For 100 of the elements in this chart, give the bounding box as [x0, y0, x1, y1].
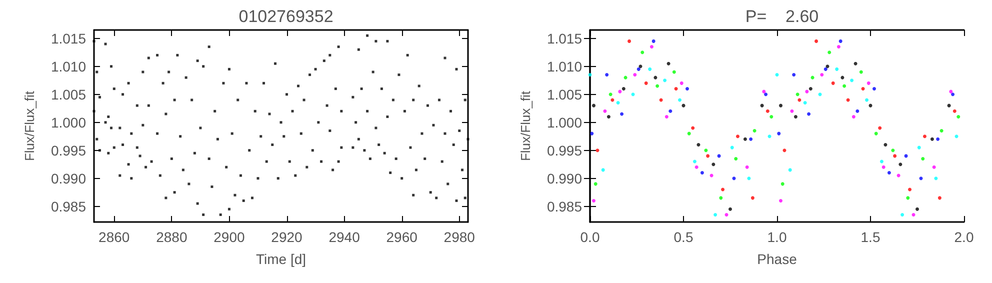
y-tick-label: 0.990: [50, 170, 86, 186]
point: [856, 109, 860, 113]
x-tick-label: 1.0: [767, 229, 787, 245]
point: [808, 87, 812, 91]
point: [805, 90, 809, 94]
x-tick-label: 2980: [444, 229, 476, 245]
y-tick-label: 0.985: [546, 198, 582, 214]
y-tick-label: 1.015: [50, 30, 86, 46]
x-tick-label: 0.5: [674, 229, 694, 245]
point: [940, 129, 944, 133]
point: [921, 156, 925, 160]
point: [818, 92, 822, 96]
point: [692, 160, 696, 164]
x-tick-label: 2960: [386, 229, 418, 245]
point: [687, 132, 691, 136]
point: [668, 109, 672, 113]
point: [596, 148, 600, 152]
point: [824, 67, 828, 71]
point: [922, 134, 926, 138]
point: [664, 115, 668, 119]
point: [628, 39, 632, 43]
point: [648, 67, 652, 71]
point: [934, 176, 938, 180]
y-tick-label: 1.005: [546, 86, 582, 102]
point: [640, 50, 644, 54]
point: [835, 67, 839, 71]
point: [900, 212, 904, 216]
point: [678, 98, 682, 102]
point: [752, 129, 756, 133]
point: [636, 67, 640, 71]
point: [884, 143, 888, 146]
point: [606, 115, 610, 119]
point: [814, 39, 818, 43]
point: [780, 182, 784, 186]
point: [685, 87, 689, 91]
point: [859, 70, 863, 74]
point: [650, 45, 654, 49]
point: [622, 87, 626, 91]
point: [768, 134, 772, 138]
x-tick-label: 1.5: [860, 229, 880, 245]
point: [601, 168, 605, 172]
point: [721, 188, 725, 192]
point: [749, 137, 753, 141]
y-tick-label: 1.005: [50, 86, 86, 102]
point: [891, 148, 895, 152]
point: [836, 45, 840, 49]
point: [766, 109, 770, 113]
y-tick-label: 1.000: [546, 114, 582, 130]
point: [652, 39, 656, 43]
point: [605, 73, 609, 77]
point: [760, 104, 764, 108]
point: [594, 182, 598, 186]
point: [712, 162, 716, 166]
x-tick-label: 2940: [328, 229, 360, 245]
chart-title: 0102769352: [238, 7, 334, 26]
point: [936, 137, 940, 141]
point: [838, 39, 842, 43]
point: [633, 73, 637, 77]
point: [798, 98, 802, 102]
y-axis-title: Flux/Flux_fit: [518, 90, 533, 162]
point: [714, 212, 718, 216]
point: [644, 81, 648, 85]
point: [672, 70, 676, 74]
point: [588, 73, 592, 77]
point: [719, 196, 723, 200]
point: [916, 207, 919, 211]
point: [603, 109, 607, 113]
point: [865, 98, 869, 102]
point: [706, 154, 710, 158]
point: [728, 207, 732, 211]
point: [696, 143, 700, 146]
y-tick-label: 0.995: [50, 142, 86, 158]
x-axis-title: Time [d]: [256, 251, 306, 267]
point: [608, 92, 612, 96]
point: [775, 73, 779, 77]
point: [631, 92, 635, 96]
y-tick-label: 1.010: [50, 58, 86, 74]
point: [807, 112, 811, 116]
point: [616, 101, 620, 105]
point: [861, 87, 865, 91]
point: [732, 176, 736, 180]
y-tick-label: 0.990: [546, 170, 582, 186]
point: [866, 81, 870, 85]
point: [624, 76, 628, 80]
point: [880, 160, 884, 164]
point: [592, 198, 596, 202]
point: [852, 115, 856, 119]
point: [898, 162, 902, 166]
point: [610, 98, 614, 102]
point: [704, 148, 708, 152]
point: [930, 137, 934, 141]
point: [592, 104, 596, 108]
point: [932, 165, 936, 169]
x-tick-label: 2900: [214, 229, 245, 245]
point: [878, 126, 882, 130]
point: [792, 73, 796, 77]
x-tick-label: 2860: [98, 229, 130, 245]
point: [762, 90, 766, 94]
y-tick-label: 0.985: [50, 198, 86, 214]
point: [674, 87, 678, 91]
